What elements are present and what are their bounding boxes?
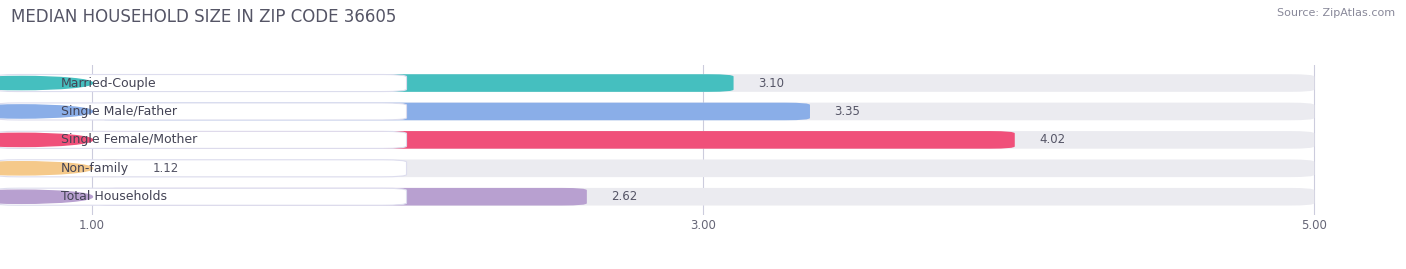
Circle shape (0, 105, 93, 118)
FancyBboxPatch shape (91, 160, 1315, 177)
Text: Source: ZipAtlas.com: Source: ZipAtlas.com (1277, 8, 1395, 18)
Circle shape (0, 133, 93, 147)
Text: 2.62: 2.62 (612, 190, 637, 203)
Text: Married-Couple: Married-Couple (60, 77, 156, 90)
Text: 3.35: 3.35 (834, 105, 860, 118)
Text: 3.10: 3.10 (758, 77, 785, 90)
FancyBboxPatch shape (91, 74, 734, 92)
Text: Non-family: Non-family (60, 162, 129, 175)
FancyBboxPatch shape (91, 188, 1315, 206)
FancyBboxPatch shape (91, 131, 1315, 149)
Text: MEDIAN HOUSEHOLD SIZE IN ZIP CODE 36605: MEDIAN HOUSEHOLD SIZE IN ZIP CODE 36605 (11, 8, 396, 26)
FancyBboxPatch shape (91, 103, 1315, 120)
FancyBboxPatch shape (0, 160, 406, 177)
Circle shape (0, 190, 93, 203)
FancyBboxPatch shape (91, 131, 1015, 149)
Text: Total Households: Total Households (60, 190, 167, 203)
FancyBboxPatch shape (91, 188, 586, 206)
Text: Single Male/Father: Single Male/Father (60, 105, 177, 118)
Circle shape (0, 76, 93, 90)
FancyBboxPatch shape (0, 75, 406, 91)
FancyBboxPatch shape (91, 74, 1315, 92)
Text: 4.02: 4.02 (1039, 133, 1066, 146)
Circle shape (0, 162, 93, 175)
FancyBboxPatch shape (91, 160, 128, 177)
FancyBboxPatch shape (0, 103, 406, 120)
FancyBboxPatch shape (0, 131, 406, 148)
Text: 1.12: 1.12 (153, 162, 179, 175)
FancyBboxPatch shape (91, 103, 810, 120)
FancyBboxPatch shape (0, 188, 406, 205)
Text: Single Female/Mother: Single Female/Mother (60, 133, 197, 146)
